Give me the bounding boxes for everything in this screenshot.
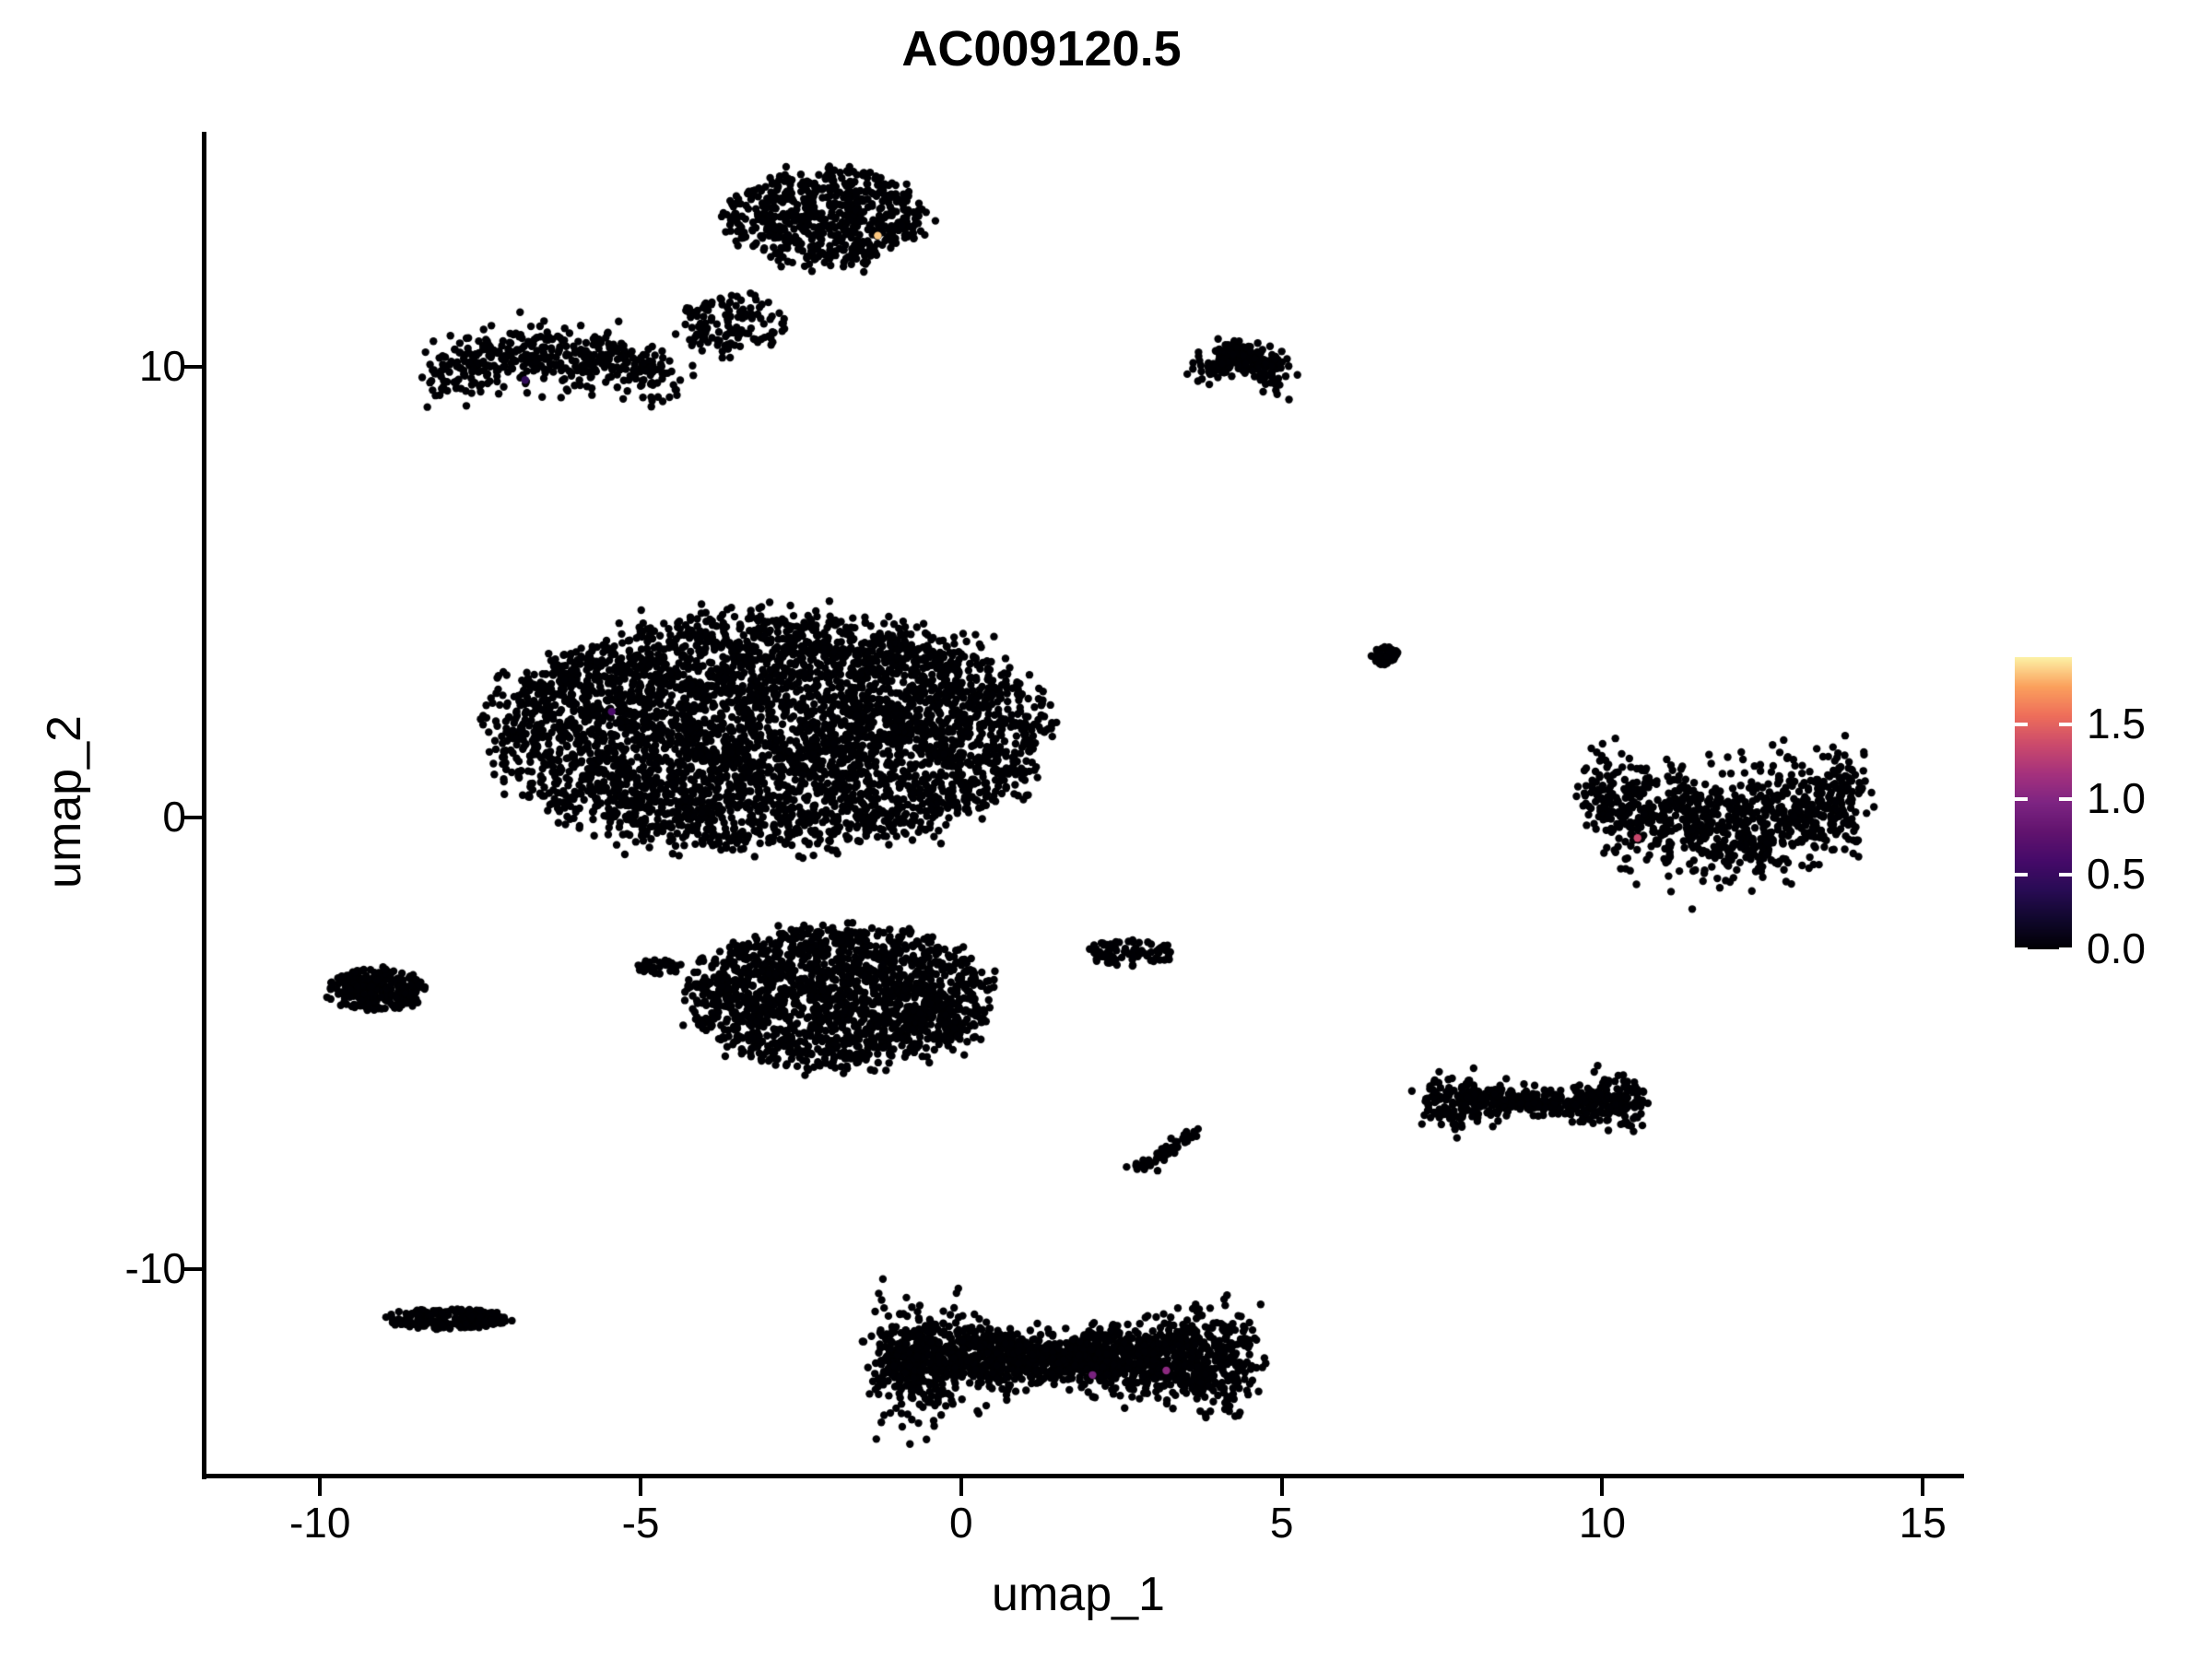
x-axis-label: umap_1 [0,1567,2194,1622]
y-tick-label: -10 [124,1243,186,1292]
y-tick-label: 10 [138,341,186,390]
colorbar-tick-label: 0.0 [2087,924,2146,972]
colorbar-tick-mark [2015,723,2028,727]
x-axis-label-text: umap_1 [992,1568,1165,1621]
x-tick-label: 15 [1899,1499,1947,1547]
y-tick-mark [184,364,202,369]
colorbar-tick-mark [2015,797,2028,802]
colorbar-tick-mark [2015,872,2028,877]
colorbar-tick-mark [2059,872,2072,877]
colorbar-tick-label: 0.5 [2087,849,2146,898]
plot-panel [205,132,1961,1477]
colorbar-tick-mark [2059,947,2072,951]
colorbar-tick-mark [2059,797,2072,802]
x-tick-label: 0 [949,1499,973,1547]
x-tick-mark [1600,1478,1605,1496]
colorbar-tick-label: 1.5 [2087,700,2146,748]
x-tick-mark [959,1478,963,1496]
x-tick-label: -10 [288,1499,351,1547]
y-tick-mark [184,816,202,820]
y-tick-mark [184,1266,202,1271]
x-axis-line [202,1474,1964,1478]
y-axis-label: umap_2 [38,715,91,888]
x-tick-mark [639,1478,643,1496]
colorbar-gradient [2015,657,2072,949]
x-tick-label: 5 [1269,1499,1294,1547]
scatter-plot-canvas [205,132,1961,1477]
page-title: AC009120.5 [901,21,1182,76]
x-tick-mark [1279,1478,1284,1496]
y-axis-line [202,132,206,1479]
x-tick-mark [318,1478,323,1496]
colorbar-tick-label: 1.0 [2087,774,2146,823]
x-tick-label: -5 [621,1499,660,1547]
x-tick-mark [1921,1478,1925,1496]
colorbar-tick-mark [2015,947,2028,951]
x-tick-label: 10 [1578,1499,1627,1547]
y-tick-label: 0 [162,793,186,841]
colorbar-tick-mark [2059,723,2072,727]
